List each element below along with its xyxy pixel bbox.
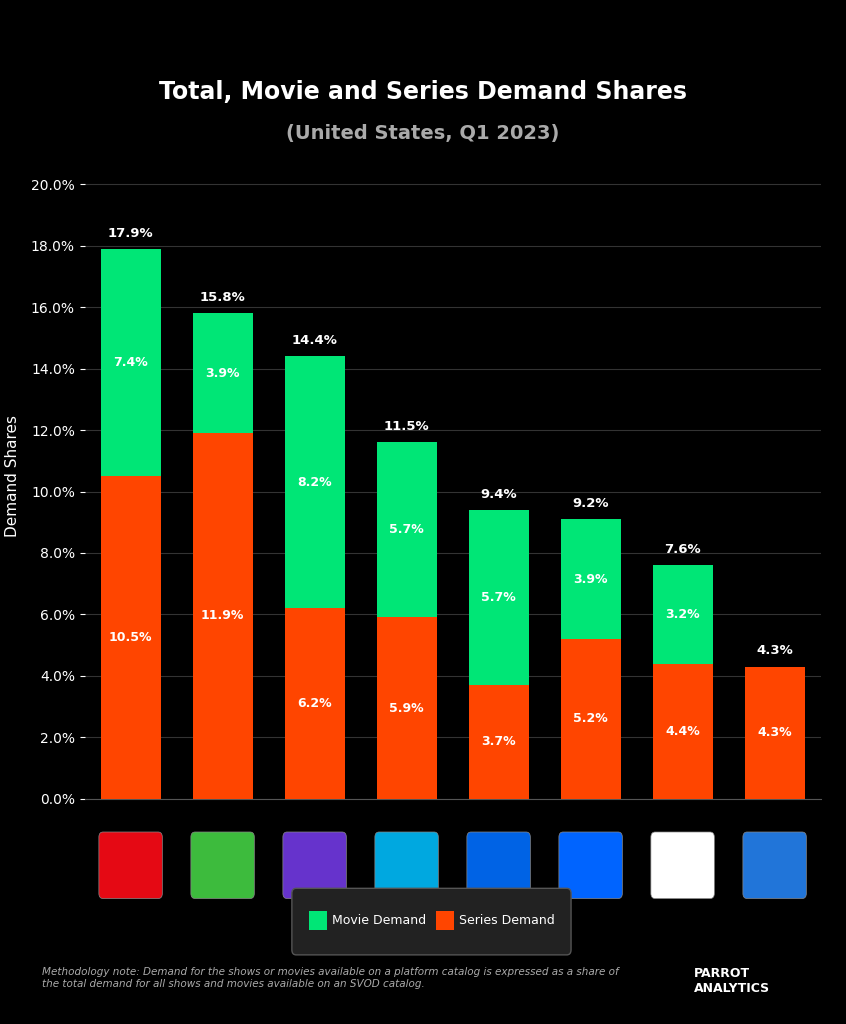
Bar [744, 667, 805, 799]
Text: 11.5%: 11.5% [384, 420, 430, 433]
Text: 4.3%: 4.3% [757, 726, 792, 739]
Bar [376, 442, 437, 617]
Text: 3.9%: 3.9% [206, 367, 240, 380]
Text: PARROT
ANALYTICS: PARROT ANALYTICS [694, 967, 770, 995]
Bar [193, 433, 252, 799]
Text: 10.5%: 10.5% [109, 631, 152, 644]
Text: 6.2%: 6.2% [297, 697, 332, 710]
Text: Series Demand: Series Demand [459, 914, 555, 927]
Bar [653, 565, 712, 664]
Bar [469, 685, 529, 799]
Bar [561, 639, 620, 799]
Text: 3.2%: 3.2% [665, 608, 700, 621]
Y-axis label: Demand Shares: Demand Shares [5, 415, 19, 538]
Text: Movie Demand: Movie Demand [332, 914, 426, 927]
Text: (United States, Q1 2023): (United States, Q1 2023) [286, 124, 560, 142]
Text: 5.2%: 5.2% [574, 713, 608, 725]
Bar [653, 664, 712, 799]
Bar [193, 313, 252, 433]
Bar [561, 519, 620, 639]
Text: 3.9%: 3.9% [574, 572, 608, 586]
Bar [285, 356, 344, 608]
Text: 14.4%: 14.4% [292, 334, 338, 347]
Text: Total, Movie and Series Demand Shares: Total, Movie and Series Demand Shares [159, 80, 687, 104]
Bar [469, 510, 529, 685]
Text: 8.2%: 8.2% [297, 476, 332, 488]
Bar [376, 617, 437, 799]
Text: 5.7%: 5.7% [389, 523, 424, 537]
Text: 4.4%: 4.4% [665, 725, 700, 737]
Text: 7.4%: 7.4% [113, 356, 148, 369]
Text: 11.9%: 11.9% [201, 609, 244, 623]
Text: 9.4%: 9.4% [481, 487, 517, 501]
Text: 15.8%: 15.8% [200, 291, 245, 304]
Text: 17.9%: 17.9% [107, 226, 153, 240]
Bar [101, 249, 161, 476]
Bar [101, 476, 161, 799]
Text: 3.7%: 3.7% [481, 735, 516, 749]
Text: 7.6%: 7.6% [664, 543, 701, 556]
Text: Methodology note: Demand for the shows or movies available on a platform catalog: Methodology note: Demand for the shows o… [42, 967, 619, 989]
Text: 9.2%: 9.2% [573, 497, 609, 510]
Bar [285, 608, 344, 799]
Text: 5.7%: 5.7% [481, 591, 516, 604]
Text: 5.9%: 5.9% [389, 701, 424, 715]
Text: 4.3%: 4.3% [756, 644, 793, 657]
